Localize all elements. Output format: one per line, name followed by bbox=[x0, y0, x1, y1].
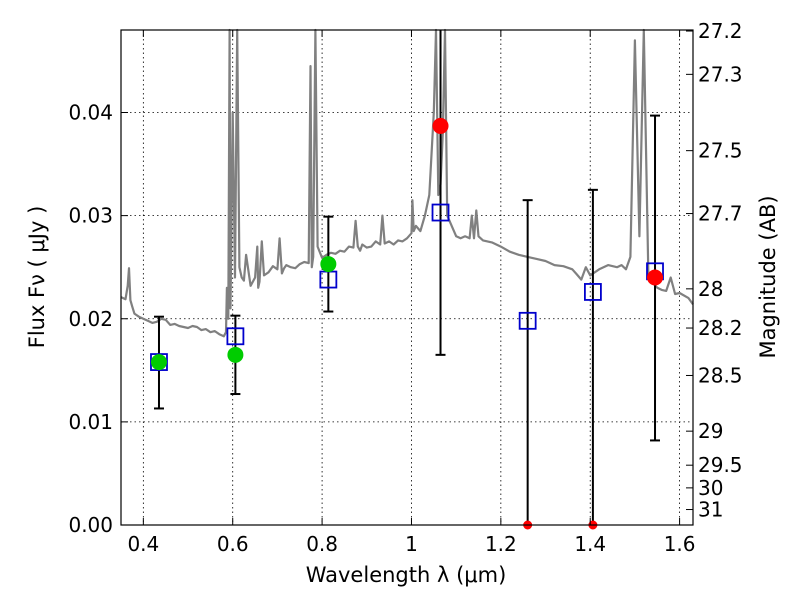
y-tick-label: 0.00 bbox=[68, 513, 113, 537]
model-flux-square bbox=[584, 283, 602, 301]
markers bbox=[150, 117, 664, 530]
x-tick-label: 1.6 bbox=[664, 532, 696, 556]
plot-frame bbox=[120, 29, 694, 526]
green-flux-point bbox=[227, 346, 244, 363]
x-tick-label: 0.6 bbox=[217, 532, 249, 556]
model-flux-square bbox=[226, 327, 245, 346]
x-tick-label: 0.4 bbox=[127, 532, 159, 556]
y2-tick-label: 30 bbox=[698, 476, 723, 500]
y2-tick-label: 27.5 bbox=[698, 139, 743, 163]
y2-tick-label: 28.2 bbox=[698, 316, 743, 340]
y-tick-label: 0.01 bbox=[68, 410, 113, 434]
template-spectrum bbox=[120, 28, 694, 338]
model-flux-square bbox=[518, 311, 537, 330]
y-tick-label: 0.03 bbox=[68, 204, 113, 228]
model-flux-square bbox=[431, 203, 450, 222]
y2-tick-label: 29.5 bbox=[698, 453, 743, 477]
red-flux-point bbox=[647, 269, 664, 286]
y-axis-title: Flux Fν ( μJy ) bbox=[25, 206, 49, 349]
y2-axis-title: Magnitude (AB) bbox=[756, 195, 780, 358]
x-tick-label: 1 bbox=[405, 532, 418, 556]
y2-tick-label: 28.5 bbox=[698, 363, 743, 387]
x-axis-title: Wavelength λ (μm) bbox=[306, 563, 507, 587]
axis-ticks: 0.4 0.6 0.8 1 1.2 1.4 1.6 0.00 0.01 0.02 0.03 0.04 2… bbox=[68, 19, 742, 556]
y2-tick-label: 27.3 bbox=[698, 62, 743, 86]
y2-tick-label: 28 bbox=[698, 277, 723, 301]
y2-tick-label: 27.2 bbox=[698, 19, 743, 43]
y2-tick-label: 29 bbox=[698, 419, 723, 443]
y-tick-label: 0.02 bbox=[68, 307, 113, 331]
y2-tick-label: 31 bbox=[698, 498, 723, 522]
red-flux-point bbox=[432, 117, 449, 134]
green-flux-point bbox=[150, 354, 167, 371]
x-tick-label: 0.8 bbox=[306, 532, 338, 556]
y2-tick-label: 27.7 bbox=[698, 202, 743, 226]
x-tick-label: 1.2 bbox=[485, 532, 517, 556]
y-tick-label: 0.04 bbox=[68, 101, 113, 125]
green-flux-point bbox=[320, 256, 337, 273]
grid bbox=[121, 30, 693, 526]
spectrum-line bbox=[120, 28, 694, 338]
x-tick-label: 1.4 bbox=[574, 532, 606, 556]
